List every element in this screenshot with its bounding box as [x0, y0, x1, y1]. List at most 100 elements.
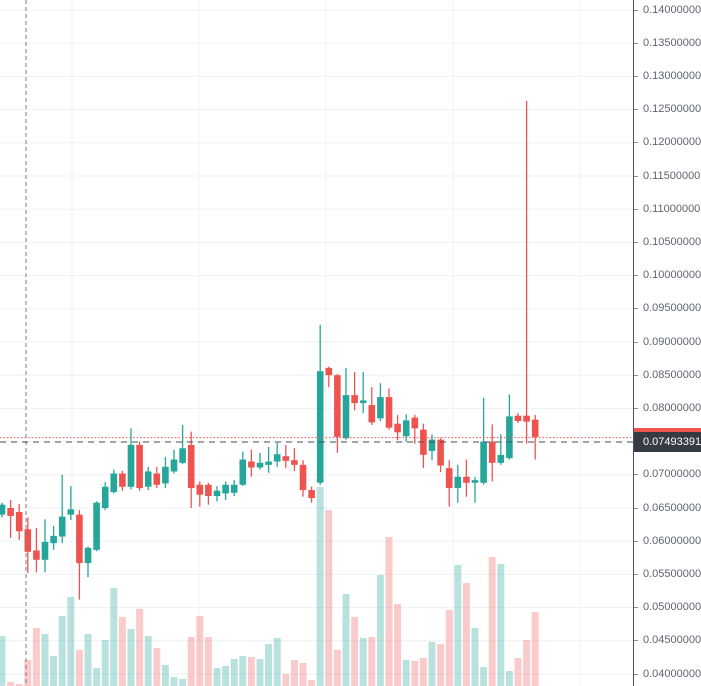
axis-tick-label: 0.09000000	[643, 335, 701, 348]
candle-body	[273, 454, 281, 462]
candle-body	[480, 441, 487, 483]
candle-body	[506, 416, 513, 459]
candle-body	[153, 473, 161, 485]
candle-body	[454, 476, 462, 489]
candle-body	[84, 547, 92, 564]
axis-tick-mark	[634, 474, 638, 476]
volume-bar	[471, 628, 479, 686]
price-pane[interactable]	[0, 0, 633, 686]
volume-bar	[376, 575, 384, 686]
volume-bar	[445, 610, 453, 686]
candle-body	[76, 514, 83, 564]
volume-bar	[256, 659, 264, 686]
volume-bar	[204, 637, 212, 686]
candle-body	[41, 541, 49, 560]
candle-body	[248, 461, 255, 468]
axis-tick-mark	[634, 75, 638, 77]
candle-body	[523, 415, 530, 422]
volume-bar	[428, 642, 436, 686]
volume-bar	[523, 640, 531, 686]
volume-bar	[351, 617, 359, 686]
candle-body	[351, 395, 358, 404]
axis-tick-mark	[634, 109, 638, 111]
volume-bar	[411, 661, 419, 686]
candle-body	[514, 415, 522, 422]
volume-bar	[84, 634, 92, 686]
candle-body	[101, 486, 109, 508]
candle-body	[531, 419, 539, 437]
candle-body	[0, 504, 6, 515]
volume-bar	[179, 679, 187, 686]
current-price-label: 0.07493391	[634, 432, 701, 453]
volume-bar	[41, 634, 49, 686]
candle-body	[50, 535, 57, 544]
axis-tick-label: 0.10500000	[643, 235, 701, 248]
candle-body	[58, 516, 66, 537]
volume-bar	[333, 650, 341, 686]
candle-body	[67, 509, 75, 515]
volume-bar	[0, 636, 6, 686]
axis-tick-label: 0.13000000	[643, 69, 701, 82]
volume-bar	[170, 677, 178, 686]
candle-body	[463, 476, 470, 483]
candle-body	[33, 550, 40, 560]
volume-bar	[127, 629, 135, 686]
volume-bar	[187, 637, 195, 686]
axis-tick-label: 0.05500000	[643, 567, 701, 580]
volume-bar	[514, 658, 522, 686]
volume-bar	[265, 644, 273, 686]
axis-tick-mark	[634, 275, 638, 277]
price-axis[interactable]: 0.04000000 0.04500000 0.05000000 0.05500000…	[633, 0, 701, 686]
candle-body	[205, 484, 212, 497]
axis-tick-label: 0.09500000	[643, 302, 701, 315]
volume-bar	[273, 638, 281, 686]
volume-bar	[402, 660, 410, 686]
volume-bar	[161, 665, 169, 686]
candle-body	[179, 448, 186, 463]
axis-tick-label: 0.11500000	[643, 169, 701, 182]
volume-bar	[385, 537, 393, 686]
candle-body	[256, 462, 264, 468]
volume-bar	[75, 650, 83, 686]
candle-body	[437, 439, 444, 466]
axis-tick-mark	[634, 308, 638, 310]
axis-tick-mark	[634, 42, 638, 44]
candle-body	[359, 400, 367, 404]
axis-tick-mark	[634, 640, 638, 642]
axis-tick-mark	[634, 607, 638, 609]
volume-bar	[308, 680, 316, 686]
axis-tick-label: 0.10000000	[643, 269, 701, 282]
candle-body	[377, 397, 384, 419]
volume-bar	[282, 674, 290, 686]
candlestick-series	[0, 100, 539, 600]
candle-body	[282, 456, 290, 461]
price-lines	[0, 437, 633, 443]
axis-tick-mark	[634, 374, 638, 376]
volume-bar	[290, 660, 298, 686]
volume-bar	[67, 597, 75, 686]
volume-bar	[50, 656, 58, 686]
volume-bar	[368, 637, 376, 686]
candle-body	[368, 405, 376, 423]
axis-tick-label: 0.07000000	[643, 468, 701, 481]
candle-body	[342, 395, 350, 439]
candle-body	[291, 460, 298, 465]
volume-bar	[93, 668, 101, 686]
axis-tick-mark	[634, 341, 638, 343]
candle-body	[385, 397, 393, 428]
volume-bar	[196, 616, 204, 686]
candle-body	[471, 480, 479, 483]
axis-tick-label: 0.12000000	[643, 136, 701, 149]
volume-bar	[462, 583, 470, 686]
volume-bar	[394, 604, 402, 686]
volume-bar	[144, 636, 152, 686]
volume-bar	[110, 588, 118, 686]
axis-tick-mark	[634, 208, 638, 210]
volume-bar	[15, 684, 23, 686]
axis-tick-label: 0.08500000	[643, 368, 701, 381]
candle-body	[308, 490, 315, 499]
candle-body	[316, 371, 324, 483]
candle-body	[15, 511, 23, 532]
candle-body	[497, 454, 505, 463]
